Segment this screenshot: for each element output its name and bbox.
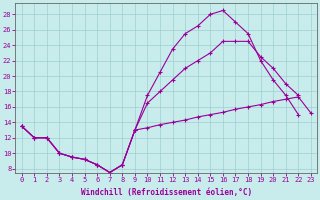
X-axis label: Windchill (Refroidissement éolien,°C): Windchill (Refroidissement éolien,°C) xyxy=(81,188,252,197)
